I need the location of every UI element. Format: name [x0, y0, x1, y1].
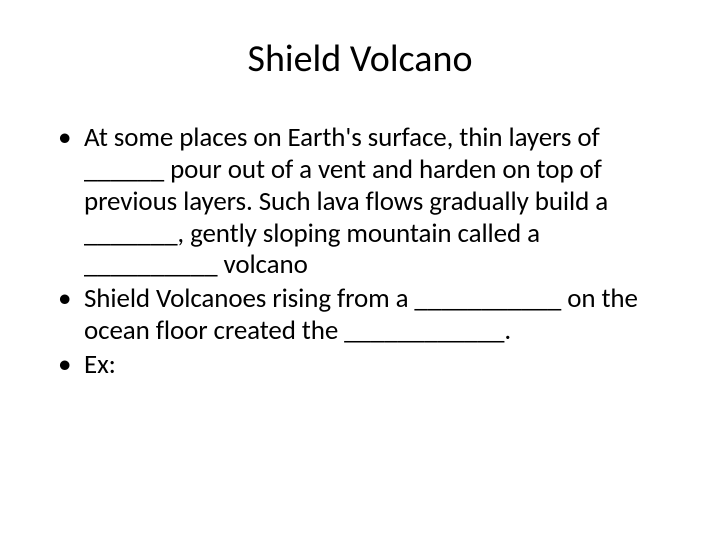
list-item: Shield Volcanoes rising from a _________…: [58, 283, 670, 347]
slide-title: Shield Volcano: [50, 36, 670, 82]
list-item: Ex:: [58, 349, 670, 381]
slide-body: At some places on Earth's surface, thin …: [50, 122, 670, 381]
bullet-list: At some places on Earth's surface, thin …: [58, 122, 670, 381]
slide-container: Shield Volcano At some places on Earth's…: [0, 0, 720, 540]
list-item: At some places on Earth's surface, thin …: [58, 122, 670, 281]
